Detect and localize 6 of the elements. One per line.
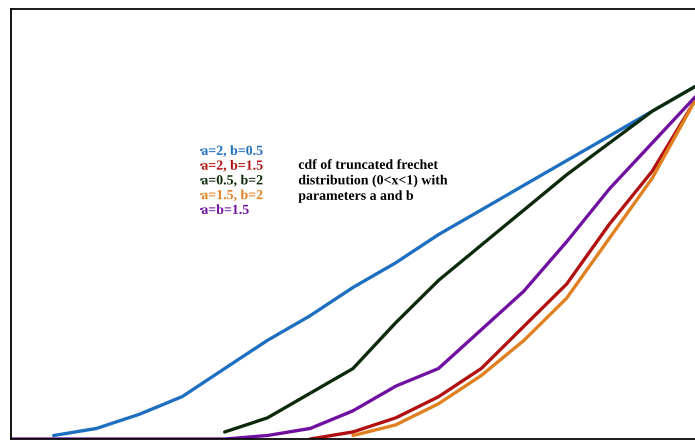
legend-label: a=2, b=0.5	[202, 145, 263, 158]
legend-label: a=b=1.5	[202, 204, 249, 214]
legend-label: a=0.5, b=2	[202, 174, 262, 187]
annotation: cdf of truncated frechet distribution (0<x<1) with parameters a and b	[298, 159, 448, 203]
legend-label: a=1.5, b=2	[202, 190, 262, 202]
legend-label: a=2, b=1.5	[202, 160, 263, 172]
